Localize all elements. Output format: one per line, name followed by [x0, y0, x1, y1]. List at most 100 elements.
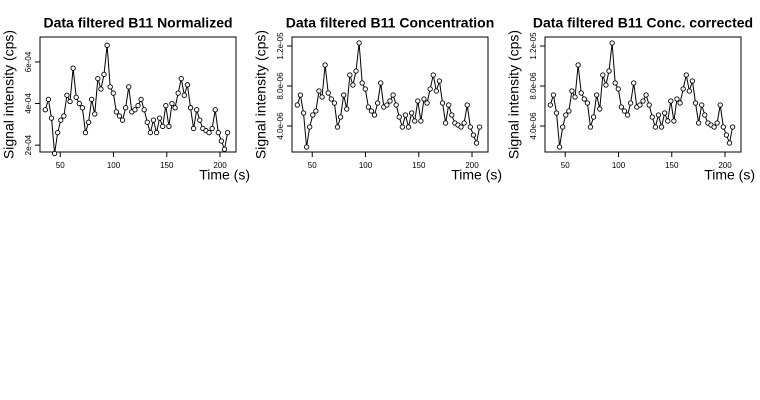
- data-point: [575, 62, 581, 68]
- y-tick-label: 4.0e-06: [529, 112, 538, 140]
- data-point: [658, 124, 665, 130]
- data-point: [150, 117, 157, 123]
- data-point: [104, 42, 110, 48]
- data-point: [464, 102, 470, 108]
- x-tick-label: 150: [160, 161, 174, 170]
- data-line: [296, 42, 481, 148]
- data-point: [470, 132, 477, 138]
- data-point: [547, 102, 553, 108]
- y-axis-label: Signal intensity (cps): [1, 30, 17, 159]
- x-tick-label: 200: [718, 161, 732, 170]
- data-point: [390, 92, 396, 98]
- data-point: [378, 80, 384, 86]
- data-point: [402, 112, 409, 118]
- data-point: [473, 140, 480, 146]
- data-point: [341, 92, 347, 98]
- data-point: [166, 123, 172, 130]
- data-point: [692, 100, 699, 106]
- y-tick-label: 4.0e-06: [276, 112, 285, 140]
- x-tick-label: 100: [612, 161, 626, 170]
- data-point: [695, 120, 702, 126]
- data-point: [67, 98, 73, 105]
- data-point: [206, 130, 212, 136]
- data-point: [584, 100, 591, 106]
- data-point: [73, 94, 79, 100]
- data-point: [550, 92, 557, 98]
- data-point: [418, 118, 424, 124]
- data-point: [699, 102, 705, 108]
- data-point: [337, 114, 344, 120]
- data-point: [671, 118, 677, 124]
- data-point: [649, 114, 655, 120]
- data-point: [70, 65, 76, 71]
- data-point: [76, 100, 82, 107]
- data-point: [594, 92, 600, 98]
- data-point: [677, 100, 683, 106]
- plot-box: [291, 36, 489, 153]
- data-point: [187, 105, 194, 111]
- data-point: [132, 107, 138, 113]
- data-point: [726, 140, 733, 146]
- data-point: [412, 118, 418, 124]
- data-point: [328, 96, 334, 102]
- data-point: [55, 130, 61, 136]
- data-point: [680, 86, 686, 92]
- data-point: [603, 82, 609, 88]
- data-point: [683, 72, 689, 78]
- data-point: [113, 109, 120, 115]
- data-point: [717, 102, 723, 108]
- data-point: [368, 108, 375, 114]
- data-point: [184, 82, 191, 88]
- plot-box: [544, 36, 742, 153]
- data-point: [439, 100, 446, 106]
- data-point: [458, 124, 464, 130]
- data-point: [147, 130, 154, 136]
- data-point: [665, 118, 671, 124]
- y-tick-label: 2e-04: [24, 134, 33, 155]
- data-point: [135, 102, 141, 109]
- data-point: [362, 86, 368, 92]
- data-point: [461, 120, 467, 126]
- data-point: [627, 100, 634, 106]
- data-point: [218, 138, 225, 144]
- data-point: [674, 96, 680, 102]
- data-point: [621, 108, 628, 114]
- data-point: [322, 62, 328, 68]
- data-point: [347, 72, 353, 78]
- data-point: [384, 102, 390, 108]
- data-point: [631, 80, 637, 86]
- chart-title: Data filtered B11 Concentration: [286, 15, 495, 31]
- data-point: [566, 108, 572, 114]
- data-point: [415, 98, 421, 104]
- data-point: [344, 106, 350, 112]
- data-point: [64, 92, 70, 98]
- data-line: [44, 45, 229, 154]
- data-point: [581, 96, 587, 102]
- data-point: [433, 88, 439, 94]
- data-point: [729, 124, 736, 130]
- data-point: [42, 107, 48, 113]
- data-point: [79, 105, 86, 111]
- data-point: [221, 146, 228, 152]
- data-point: [569, 88, 575, 94]
- y-tick-label: 8.0e-06: [276, 72, 285, 100]
- data-point: [387, 98, 393, 104]
- data-point: [197, 117, 203, 123]
- data-point: [48, 115, 55, 121]
- data-point: [141, 107, 147, 113]
- data-point: [359, 80, 365, 86]
- data-point: [110, 90, 116, 96]
- data-point: [153, 130, 160, 136]
- data-point: [58, 117, 64, 123]
- data-point: [427, 86, 433, 92]
- panel: Data filtered B11 Conc. corrected 50 100 15…: [506, 15, 755, 183]
- y-tick-label: 1.2e-05: [276, 32, 285, 60]
- x-tick-label: 150: [665, 161, 679, 170]
- data-point: [89, 96, 95, 103]
- data-point: [101, 71, 107, 78]
- data-point: [476, 124, 483, 130]
- data-point: [126, 84, 132, 90]
- data-point: [467, 124, 473, 130]
- data-point: [421, 96, 427, 102]
- data-point: [587, 124, 594, 130]
